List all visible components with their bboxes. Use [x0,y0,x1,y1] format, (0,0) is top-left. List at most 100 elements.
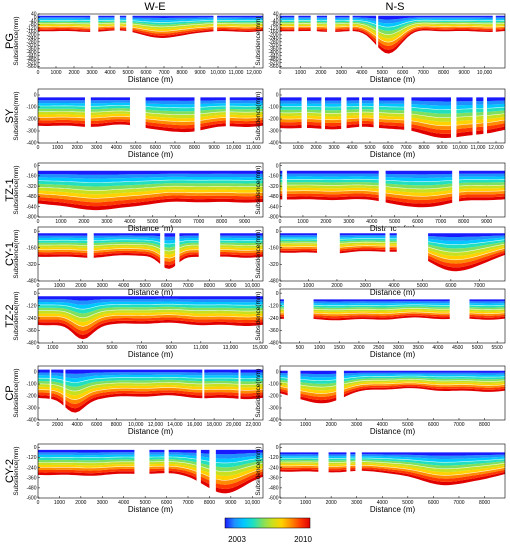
x-axis-label: Distance (m) [370,75,416,84]
x-tick-label: 2000 [52,422,63,428]
subsidence-band-1 [38,369,263,374]
subsidence-band-4 [280,20,505,31]
panel-cp-w-e: 0 2000 4000 6000 8000 10,000 12,000 14,000 16,00… [4,365,264,436]
data-gap [209,444,216,498]
panel-tz-1-w-e: 0 1000 2000 3000 4000 5000 6000 7000 8000 9000 0 -1… [4,162,264,233]
x-tick-label: 7000 [418,70,429,76]
x-tick-label: 0 [37,219,40,225]
subsidence-band-3 [38,374,263,383]
subsidence-band-7 [38,463,263,481]
data-gap [84,89,91,143]
x-tick-label: 7000 [400,145,411,151]
y-tick-label: -160 [268,245,278,251]
row-label: CY-1 [4,242,16,266]
x-tick-label: 7000 [158,70,169,76]
x-tick-label: 0 [37,500,40,506]
x-tick-label: 13,000 [223,345,239,351]
subsidence-band-8 [38,116,263,126]
subsidence-band-7 [38,113,263,122]
x-tick-label: 8000 [479,500,490,506]
subsidence-band-8 [38,466,263,485]
x-tick-label: 6000 [397,70,408,76]
contour-line [280,184,505,190]
y-tick-label: -800 [268,215,278,221]
x-tick-label: 2000 [326,422,337,428]
data-gap [283,289,314,343]
subsidence-layers [38,296,263,340]
x-tick-label: 6000 [412,219,423,225]
y-tick-label: -560 [26,64,36,70]
y-tick-label: 40 [31,12,37,18]
y-tick-label: -300 [268,129,278,135]
contour-line [280,382,505,394]
y-tick-label: -300 [268,406,278,412]
y-tick-label: -600 [268,496,278,502]
x-tick-label: 10,000 [210,70,226,76]
x-tick-label: 8000 [204,283,215,289]
y-tick-label: -200 [26,394,36,400]
x-tick-label: 8000 [111,422,122,428]
x-tick-label: 2000 [320,219,331,225]
contour-line [280,22,505,36]
x-tick-label: 5000 [140,283,151,289]
y-tick-label: -300 [26,406,36,412]
subsidence-band-7 [38,189,263,199]
data-gap [160,227,165,281]
plot-frame [37,162,264,218]
subsidence-band-4 [280,458,505,466]
x-tick-label: 4000 [104,70,115,76]
x-tick-label: 8000 [438,70,449,76]
x-tick-label: 6000 [161,500,172,506]
subsidence-band-10 [38,198,263,211]
contour-line [280,464,505,476]
row-label: TZ-2 [4,304,16,327]
panel-tz-1-n-s: 0 1000 2000 3000 4000 5000 6000 7000 8000 9000 0 -1… [255,162,506,233]
x-tick-label: 2000 [326,500,337,506]
y-tick-label: -160 [268,29,278,35]
x-tick-label: 8000 [204,500,215,506]
x-tick-label: 6000 [91,422,102,428]
x-tick-label: 7000 [169,145,180,151]
y-tick-label: -480 [26,279,36,285]
y-tick-label: 0 [276,93,279,99]
x-tick-label: 5000 [389,219,400,225]
data-gap [282,163,287,217]
x-tick-label: 6000 [140,70,151,76]
x-tick-label: 2500 [373,345,384,351]
y-tick-label: -320 [268,43,278,49]
subsidence-band-9 [280,313,505,319]
row-label: TZ-1 [4,178,16,201]
x-tick-label: 3000 [97,283,108,289]
subsidence-layers [38,227,263,281]
y-axis-label: Subsidence(mm) [255,446,262,495]
subsidence-band-1 [280,15,505,20]
x-tick-label: 7000 [136,345,147,351]
y-tick-label: -160 [26,174,36,180]
subsidence-band-3 [38,102,263,108]
y-tick-label: 0 [34,291,37,297]
subsidence-band-10 [280,196,505,208]
x-tick-label: 9000 [225,283,236,289]
panel-cy-2-w-e: 0 1000 2000 3000 4000 5000 6000 7000 8000 9000 10,… [4,443,264,514]
subsidence-band-10 [38,320,263,340]
data-gap [449,289,470,343]
x-tick-label: 9000 [194,70,205,76]
contour-line [38,461,263,472]
subsidence-band-5 [280,459,505,469]
x-tick-label: 11,000 [246,145,261,151]
y-tick-label: -280 [268,40,278,46]
contour-line [38,22,263,28]
y-tick-label: -320 [268,184,278,190]
contour-line [280,461,505,470]
y-tick-label: -280 [26,40,36,46]
x-tick-label: 11,000 [229,70,244,76]
x-tick-label: 5000 [147,219,158,225]
y-tick-label: -320 [26,262,36,268]
x-tick-label: 5000 [140,500,151,506]
data-gap [202,366,205,420]
x-tick-label: 9000 [166,345,177,351]
y-tick-label: -40 [271,19,278,25]
data-gap [90,14,99,68]
contour-line [38,314,263,327]
